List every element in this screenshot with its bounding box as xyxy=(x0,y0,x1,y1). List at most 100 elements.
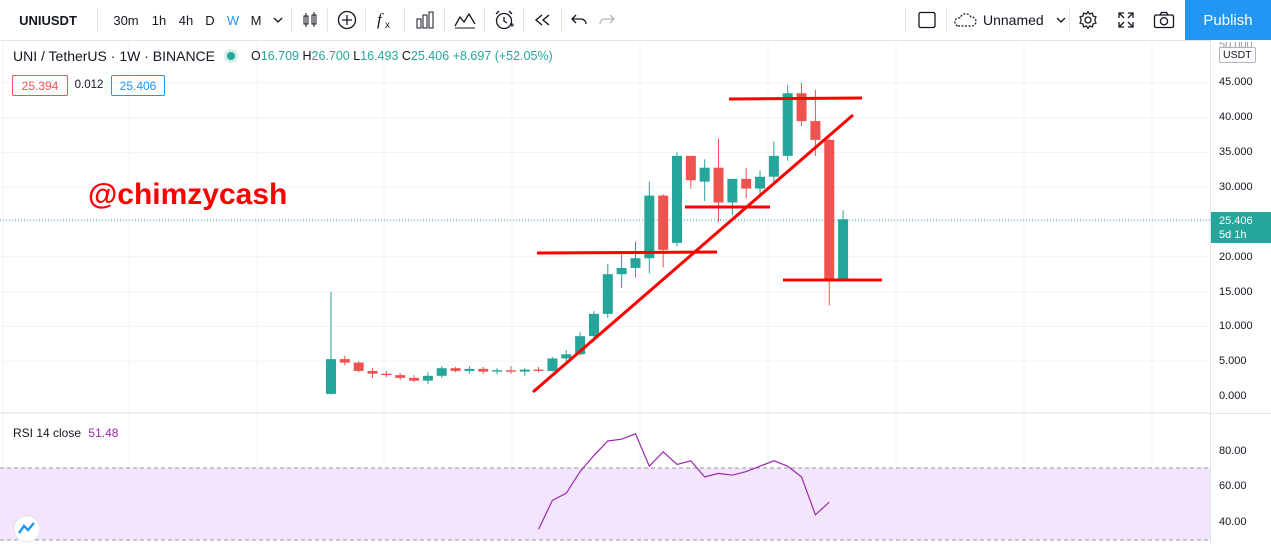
price-tick-partial: 50.000 xyxy=(1219,42,1253,48)
currency-label[interactable]: USDT xyxy=(1219,47,1256,63)
candle-body xyxy=(326,359,336,394)
price-tick: 40.000 xyxy=(1219,111,1253,123)
chevron-down-icon xyxy=(1056,17,1066,23)
layout-name: Unnamed xyxy=(983,12,1044,28)
publish-button[interactable]: Publish xyxy=(1185,0,1271,40)
last-price-value: 25.406 xyxy=(1219,215,1253,227)
candle-body xyxy=(422,375,433,381)
interval-dropdown[interactable] xyxy=(268,0,288,40)
candle-body xyxy=(602,274,613,314)
templates-icon xyxy=(454,12,476,29)
interval-w[interactable]: W xyxy=(226,12,240,28)
buy-price-button[interactable]: 25.406 xyxy=(111,75,165,96)
axis-separator xyxy=(1211,413,1271,414)
divider xyxy=(365,8,366,32)
candles-icon xyxy=(303,12,317,27)
candle-body xyxy=(478,368,489,372)
resistance-line-top xyxy=(728,96,863,101)
settings-button[interactable] xyxy=(1073,0,1103,40)
layout-name-button[interactable]: Unnamed xyxy=(952,0,1068,40)
ohlc-values: O16.709 H26.700 L16.493 C25.406 +8.697 (… xyxy=(251,49,553,63)
interval-30m[interactable]: 30m xyxy=(113,12,139,28)
camera-icon xyxy=(1153,11,1175,29)
templates-button[interactable] xyxy=(450,0,480,40)
candles xyxy=(326,82,849,395)
rewind-icon xyxy=(534,14,550,26)
rsi-line xyxy=(538,433,830,530)
alert-button[interactable] xyxy=(489,0,519,40)
symbol-title[interactable]: UNI / TetherUS · 1W · BINANCE xyxy=(13,48,216,64)
chart-area[interactable] xyxy=(0,40,1210,544)
interval-4h[interactable]: 4h xyxy=(178,12,194,28)
price-tick: 45.000 xyxy=(1219,76,1253,88)
tv-logo-icon xyxy=(18,522,35,534)
rsi-label[interactable]: RSI 14 close xyxy=(13,426,82,440)
candle-body xyxy=(353,362,364,371)
candle-body xyxy=(533,369,544,371)
candle-body xyxy=(505,370,516,372)
candle-body xyxy=(395,375,406,378)
interval-1h[interactable]: 1h xyxy=(151,12,167,28)
rsi-band xyxy=(0,468,1210,540)
candle-body xyxy=(768,155,779,177)
price-tick: 35.000 xyxy=(1219,146,1253,158)
redo-button[interactable] xyxy=(594,0,620,40)
chart-type-button[interactable] xyxy=(296,0,324,40)
divider xyxy=(444,8,445,32)
candle-body xyxy=(630,258,641,268)
rsi-tick: 80.00 xyxy=(1219,445,1247,457)
candle-body xyxy=(782,93,793,156)
redo-icon xyxy=(599,14,615,25)
select-layout-button[interactable] xyxy=(912,0,942,40)
bar-chart-icon xyxy=(416,11,434,29)
financials-button[interactable] xyxy=(410,0,440,40)
divider xyxy=(905,8,906,32)
candle-body xyxy=(339,359,350,363)
annotations xyxy=(532,96,882,394)
tv-logo[interactable] xyxy=(13,515,41,543)
chevron-down-icon xyxy=(273,17,283,23)
candle-body xyxy=(741,178,752,189)
price-tick: 5.000 xyxy=(1219,355,1247,367)
snapshot-button[interactable] xyxy=(1149,0,1179,40)
plus-circle-icon xyxy=(337,10,357,30)
interval-d[interactable]: D xyxy=(205,12,215,28)
candle-body xyxy=(588,313,599,337)
candle-body xyxy=(436,368,447,376)
sell-price-button[interactable]: 25.394 xyxy=(12,75,68,96)
low-value: 16.493 xyxy=(360,49,399,63)
change-value: +8.697 (+52.05%) xyxy=(452,49,553,63)
undo-icon xyxy=(571,14,587,25)
last-price-label: 25.406 5d 1h xyxy=(1211,212,1271,243)
undo-button[interactable] xyxy=(566,0,592,40)
price-tick: 10.000 xyxy=(1219,320,1253,332)
high-value: 26.700 xyxy=(311,49,350,63)
candle-body xyxy=(755,176,766,189)
symbol-search[interactable]: UNIUSDT xyxy=(19,12,77,28)
divider xyxy=(327,8,328,32)
candle-body xyxy=(409,377,420,381)
candle-body xyxy=(796,93,807,122)
candle-body xyxy=(450,368,461,371)
divider xyxy=(97,8,98,32)
layout-square-icon xyxy=(918,11,936,29)
rsi-value: 51.48 xyxy=(88,426,119,440)
gear-icon xyxy=(1079,10,1097,30)
candle-body xyxy=(838,219,849,280)
candle-body xyxy=(824,139,835,280)
price-axis[interactable]: 50.000 USDT 45.000 40.000 35.000 30.000 … xyxy=(1210,40,1271,544)
divider xyxy=(404,8,405,32)
fullscreen-button[interactable] xyxy=(1111,0,1141,40)
price-tick: 15.000 xyxy=(1219,286,1253,298)
support-line-low xyxy=(536,250,718,255)
svg-text:x: x xyxy=(385,20,390,30)
add-compare-button[interactable] xyxy=(333,0,361,40)
candle-body xyxy=(381,373,392,376)
market-status-icon[interactable] xyxy=(227,52,236,60)
replay-button[interactable] xyxy=(528,0,558,40)
candle-body xyxy=(561,354,572,359)
candle-body xyxy=(464,368,475,371)
interval-m[interactable]: M xyxy=(250,12,262,28)
